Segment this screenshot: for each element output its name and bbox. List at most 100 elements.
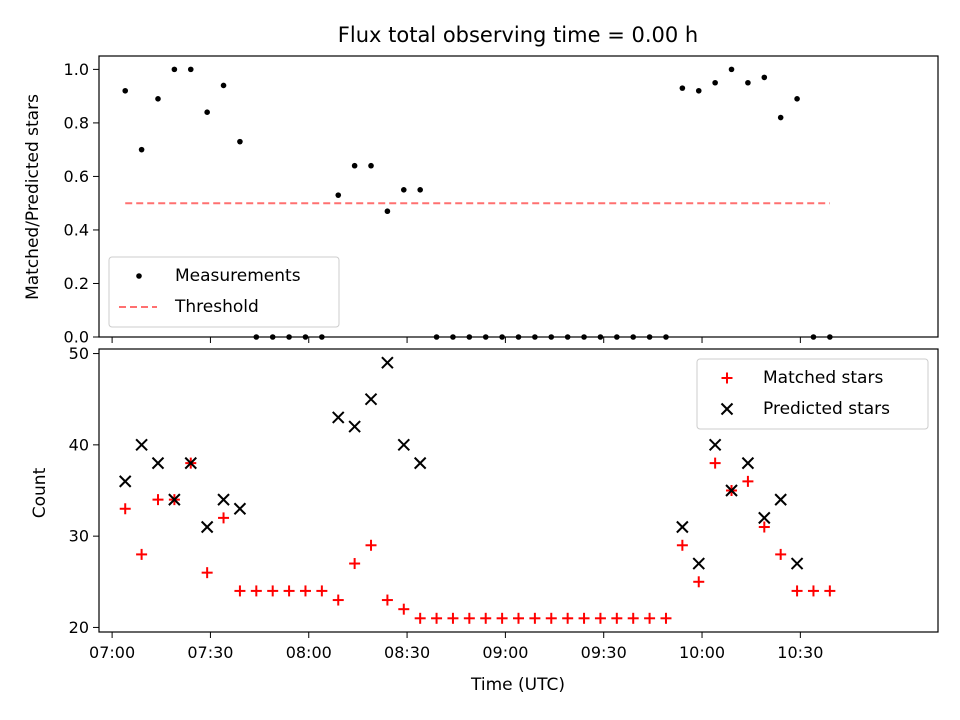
measurement-point (155, 96, 161, 102)
measurement-point (384, 208, 391, 215)
matched-star-point (234, 585, 246, 597)
axes-frame (98, 348, 939, 633)
predicted-star-point (397, 438, 411, 452)
measurement-point (712, 79, 718, 86)
matched-star-point (463, 612, 475, 624)
matched-star-point (791, 585, 803, 597)
measurement-point (548, 334, 555, 340)
matched-star-point (299, 585, 311, 597)
matched-star-point (611, 612, 623, 624)
measurement-point (269, 334, 276, 340)
predicted-star-point (741, 456, 755, 470)
matched-star-point (545, 612, 557, 624)
matched-star-point (807, 585, 819, 597)
matched-star-point (283, 585, 295, 597)
matched-star-point (529, 612, 541, 624)
matched-star-point (480, 612, 492, 624)
top-y-axis-label: Matched/Predicted stars (23, 94, 43, 300)
measurement-point (400, 187, 407, 193)
measurement-point (482, 334, 489, 340)
matched-star-point (594, 612, 606, 624)
legend-label: Matched stars (763, 368, 883, 388)
predicted-star-point (708, 438, 722, 452)
measurement-point (319, 334, 325, 340)
predicted-star-point (233, 502, 247, 515)
matched-star-point (136, 548, 148, 560)
predicted-star-point (135, 438, 148, 452)
matched-star-point (218, 512, 230, 524)
measurement-point (286, 334, 292, 340)
y-tick-label: 0.0 (64, 328, 89, 347)
matched-star-point (824, 585, 836, 597)
series-layer (119, 356, 836, 624)
x-tick-label: 09:30 (581, 643, 627, 662)
matched-star-point (414, 612, 426, 624)
measurement-point (302, 334, 309, 340)
legend-box (108, 256, 340, 328)
matched-star-point (316, 585, 328, 597)
matched-star-point (676, 539, 688, 551)
x-tick-label: 08:30 (384, 643, 430, 662)
matched-star-point (513, 612, 524, 624)
bottom-y-axis-label: Count (30, 467, 50, 518)
y-tick-label: 0.8 (64, 113, 89, 132)
y-tick-label: 50 (69, 344, 89, 363)
measurement-point (630, 334, 637, 340)
predicted-star-point (151, 456, 165, 470)
x-tick-label: 10:30 (777, 643, 823, 662)
matched-star-point (365, 539, 377, 551)
x-tick-label: 09:00 (482, 643, 528, 662)
bottom-x-axis-label: Time (UTC) (470, 675, 565, 695)
measurement-point (499, 334, 505, 340)
matched-star-point (201, 567, 213, 579)
y-tick-label: 40 (69, 435, 89, 454)
predicted-star-point (119, 475, 132, 488)
matched-star-point (267, 585, 279, 597)
matched-star-point (562, 612, 574, 624)
measurement-point (351, 162, 358, 169)
measurement-point (171, 66, 178, 73)
predicted-star-point (168, 493, 181, 506)
measurement-point (515, 334, 522, 340)
predicted-star-point (348, 420, 361, 433)
y-tick-label: 30 (69, 527, 89, 546)
matched-star-point (758, 521, 770, 533)
legend-predicted-swatch (720, 402, 734, 416)
predicted-star-point (692, 557, 705, 570)
predicted-star-point (774, 493, 787, 506)
matched-star-point (332, 594, 344, 606)
measurement-point (433, 334, 440, 340)
measurement-point (597, 334, 604, 340)
y-tick-label: 20 (69, 618, 89, 637)
measurement-point (466, 334, 473, 340)
legend: Measurements Threshold (108, 256, 340, 328)
top-panel: 0.0 0.2 0.4 0.6 0.8 1.0 Measurements Threshold (64, 55, 939, 347)
measurement-point (450, 334, 456, 340)
x-tick-label: 10:00 (679, 643, 725, 662)
measurement-point (532, 334, 538, 340)
measurement-point (794, 96, 800, 102)
legend-matched-swatch (721, 372, 733, 384)
matched-star-point (709, 457, 721, 469)
matched-star-point (627, 612, 639, 624)
matched-star-point (742, 475, 754, 487)
measurement-point (728, 66, 735, 73)
x-tick-label: 07:30 (187, 643, 233, 662)
x-tick-label: 08:00 (286, 643, 332, 662)
matched-star-point (152, 494, 164, 506)
bottom-panel: 20 30 40 50 07:00 07:30 08:00 08:30 09:00 09:30 10… (69, 344, 939, 662)
predicted-star-point (758, 511, 771, 525)
measurement-point (187, 66, 194, 73)
predicted-star-point (200, 520, 214, 534)
legend-measurement-swatch (136, 273, 142, 279)
top-chart-title: Flux total observing time = 0.00 h (338, 23, 698, 47)
measurement-point (810, 334, 817, 340)
matched-star-point (431, 612, 443, 624)
matched-star-point (381, 594, 393, 606)
measurement-point (827, 334, 833, 340)
legend: Matched stars Predicted stars (696, 358, 929, 430)
measurement-point (335, 192, 342, 198)
matched-star-point (693, 576, 705, 588)
measurement-point (122, 87, 129, 94)
